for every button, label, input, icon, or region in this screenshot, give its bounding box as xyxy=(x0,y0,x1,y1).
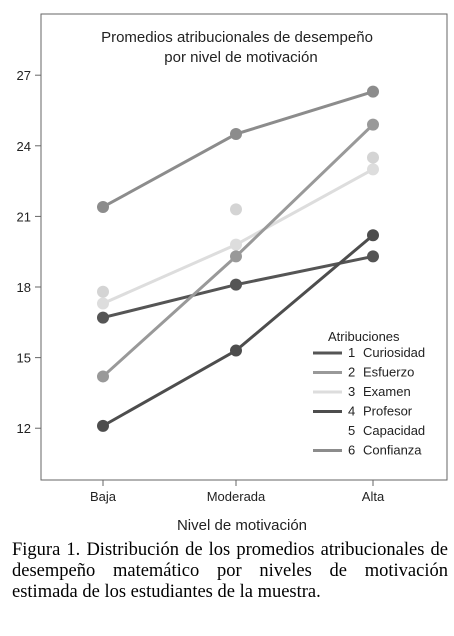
legend-item-label: Curiosidad xyxy=(363,345,425,360)
legend-item-label: Esfuerzo xyxy=(363,365,414,380)
data-point-capacidad xyxy=(97,285,109,298)
data-point-examen xyxy=(230,238,242,251)
y-tick-label: 27 xyxy=(17,68,31,83)
legend-item-number: 5 xyxy=(348,423,355,438)
chart-title-line-2: por nivel de motivación xyxy=(164,49,317,66)
legend-item-label: Capacidad xyxy=(363,423,425,438)
y-axis: 12 15 18 21 24 27 xyxy=(17,68,41,436)
data-point-examen xyxy=(367,163,379,176)
data-point-profesor xyxy=(230,344,242,357)
data-point-esfuerzo xyxy=(97,370,109,383)
legend-item-label: Profesor xyxy=(363,404,413,419)
data-point-esfuerzo xyxy=(230,250,242,263)
legend: Atribuciones 1 Curiosidad 2 Esfuerzo 3 Examen… xyxy=(313,329,425,458)
legend-item-number: 1 xyxy=(348,345,355,360)
x-tick-label: Moderada xyxy=(207,489,266,504)
data-point-curiosidad xyxy=(97,311,109,324)
data-point-curiosidad xyxy=(230,278,242,291)
data-point-curiosidad xyxy=(367,250,379,263)
data-point-esfuerzo xyxy=(367,118,379,131)
legend-item-number: 2 xyxy=(348,365,355,380)
figure-caption: Figura 1. Distribución de los promedios … xyxy=(12,540,448,602)
chart-title-line-1: Promedios atribucionales de desempeño xyxy=(101,29,373,46)
plot-frame xyxy=(40,13,448,481)
y-tick-label: 18 xyxy=(17,280,31,295)
data-point-confianza xyxy=(230,128,242,141)
legend-item-number: 3 xyxy=(348,384,355,399)
x-tick-label: Alta xyxy=(362,489,385,504)
data-point-profesor xyxy=(97,419,109,432)
data-point-confianza xyxy=(367,85,379,98)
series-points xyxy=(97,85,379,432)
legend-title: Atribuciones xyxy=(328,329,400,344)
x-tick-label: Baja xyxy=(90,489,117,504)
legend-item-label: Confianza xyxy=(363,443,422,458)
legend-item-number: 6 xyxy=(348,443,355,458)
data-point-confianza xyxy=(97,200,109,213)
x-axis: Baja Moderada Alta xyxy=(90,480,385,504)
data-point-capacidad xyxy=(230,203,242,216)
series-line-confianza xyxy=(101,90,375,209)
y-tick-label: 24 xyxy=(17,139,31,154)
y-tick-label: 21 xyxy=(17,209,31,224)
data-point-capacidad xyxy=(367,151,379,164)
legend-item-number: 4 xyxy=(348,404,355,419)
x-axis-label: Nivel de motivación xyxy=(177,517,307,534)
y-tick-label: 12 xyxy=(17,421,31,436)
legend-item-label: Examen xyxy=(363,384,411,399)
data-point-profesor xyxy=(367,229,379,242)
y-tick-label: 15 xyxy=(17,351,31,366)
data-point-examen xyxy=(97,297,109,310)
